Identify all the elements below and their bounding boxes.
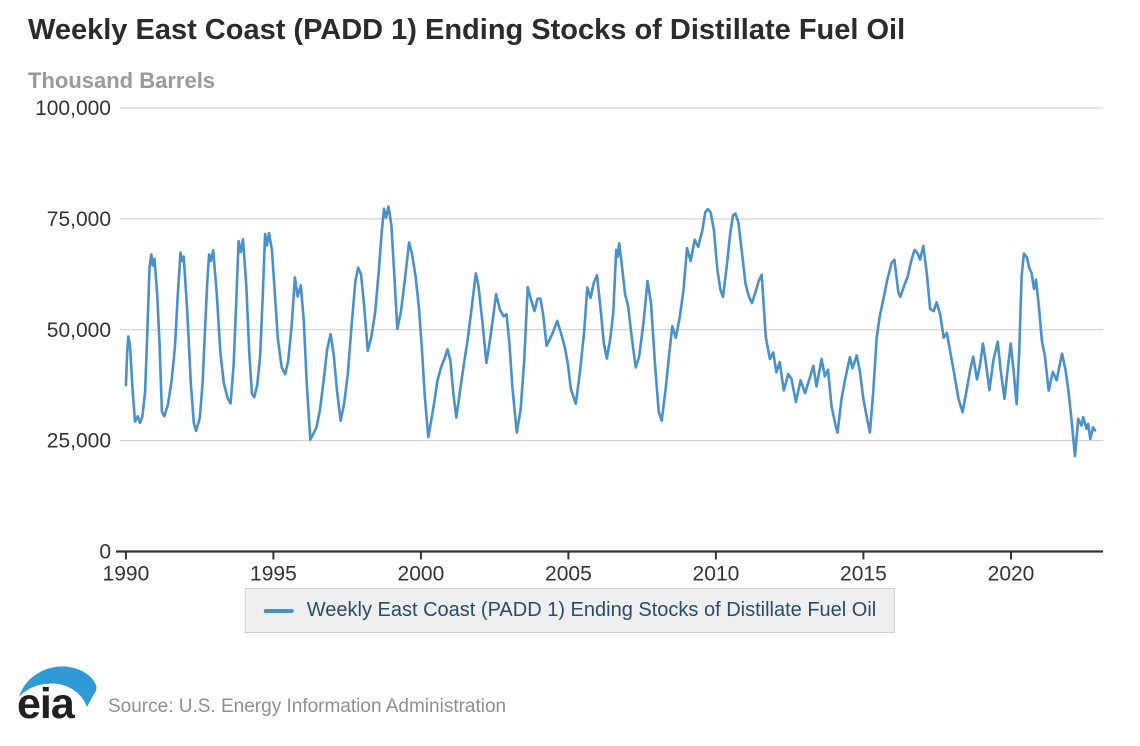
x-tick-label: 2010 — [693, 563, 740, 586]
y-tick-label: 0 — [99, 541, 111, 564]
eia-logo-swoosh-icon — [19, 666, 97, 707]
source-text: Source: U.S. Energy Information Administ… — [108, 696, 507, 717]
x-tick-label: 2015 — [840, 563, 887, 586]
legend-line-swatch — [263, 608, 294, 613]
x-tick-label: 1995 — [250, 563, 297, 586]
x-tick-label: 1990 — [103, 563, 150, 586]
eia-logo-text: eia — [17, 680, 76, 724]
legend-label: Weekly East Coast (PADD 1) Ending Stocks… — [306, 599, 877, 621]
eia-logo: eia — [17, 666, 97, 724]
y-tick-label: 100,000 — [35, 97, 111, 120]
legend: Weekly East Coast (PADD 1) Ending Stocks… — [244, 588, 896, 633]
y-tick-label: 75,000 — [47, 208, 111, 231]
chart-title: Weekly East Coast (PADD 1) Ending Stocks… — [28, 14, 906, 46]
x-tick-label: 2000 — [398, 563, 445, 586]
legend-item[interactable]: Weekly East Coast (PADD 1) Ending Stocks… — [244, 588, 896, 633]
x-tick-label: 2020 — [988, 563, 1035, 586]
chart-units-label: Thousand Barrels — [28, 68, 216, 93]
x-tick-label: 2005 — [545, 563, 592, 586]
series-line — [124, 205, 1097, 458]
y-tick-label: 25,000 — [47, 430, 111, 453]
y-tick-label: 50,000 — [47, 319, 111, 342]
